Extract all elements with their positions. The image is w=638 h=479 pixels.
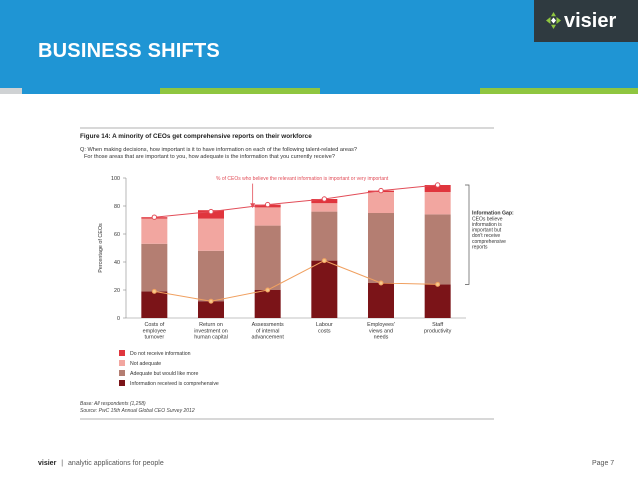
information-gap-title: Information Gap: <box>472 210 514 216</box>
important-line-point <box>378 187 384 194</box>
legend-swatch <box>119 350 125 356</box>
information-gap-text: don't receive <box>472 233 500 239</box>
important-line-point <box>264 201 271 208</box>
bar-segment-not-received <box>424 185 451 192</box>
bar-segment-comprehensive <box>254 290 281 318</box>
legend-label: Do not receive information <box>130 351 191 357</box>
x-category-label: productivity <box>424 328 452 334</box>
y-tick-label: 100 <box>111 176 120 182</box>
x-category-label: needs <box>374 335 389 341</box>
x-category-label: Costs of <box>144 322 164 328</box>
legend-swatch <box>119 380 125 386</box>
bar-segment-comprehensive <box>311 260 338 318</box>
header-stripes <box>0 88 638 94</box>
bar-segment-not-adequate <box>198 218 224 251</box>
important-line <box>154 184 438 218</box>
visier-logo-icon <box>546 12 561 29</box>
legend-label: Not adequate <box>130 361 161 367</box>
footer-tagline: analytic applications for people <box>68 460 164 467</box>
comprehensive-line-point <box>151 288 157 294</box>
comprehensive-line <box>154 260 438 302</box>
x-category-label: human capital <box>194 335 228 341</box>
stripe-green-1 <box>160 88 320 94</box>
bar-segment-adequate-more <box>141 243 168 292</box>
bar-segment-comprehensive <box>424 284 451 318</box>
figure-question-line1: Q: When making decisions, how important … <box>80 147 357 153</box>
slide-title: BUSINESS SHIFTS <box>38 40 220 62</box>
bar-segment-comprehensive <box>141 291 168 318</box>
important-line-point <box>321 196 328 202</box>
bar-segment-adequate-more <box>254 225 281 290</box>
information-gap-text: important but <box>472 228 502 234</box>
comprehensive-line-point <box>378 280 384 286</box>
stripe-gray <box>0 88 22 94</box>
footer: visier | analytic applications for peopl… <box>38 460 164 467</box>
bar-segment-comprehensive <box>198 301 224 318</box>
legend-swatch <box>119 370 125 376</box>
comprehensive-line-point <box>435 281 441 287</box>
slide-header: BUSINESS SHIFTS visier <box>0 0 638 88</box>
important-line-point <box>151 214 158 220</box>
bar-segment-not-adequate <box>311 203 338 212</box>
important-line-point <box>208 208 214 215</box>
bar-segment-not-received <box>198 210 224 219</box>
legend-label: Adequate but would like more <box>130 371 198 377</box>
stripe-blue-2 <box>320 88 480 94</box>
annotation-arrow-head <box>250 203 256 209</box>
bar-segment-not-adequate <box>424 192 451 215</box>
legend-swatch <box>119 360 125 366</box>
y-tick-label: 40 <box>114 260 120 266</box>
footer-separator: | <box>61 460 64 467</box>
bar-segment-not-adequate <box>254 207 281 226</box>
logo-text: visier <box>564 10 617 32</box>
bar-segment-adequate-more <box>311 211 338 261</box>
visier-logo: visier <box>534 0 638 42</box>
bar-segment-adequate-more <box>424 214 451 285</box>
y-tick-label: 80 <box>114 204 120 210</box>
plot-area: 0 20 40 60 80 100 Percentage of CEOs Costs ofem… <box>98 176 514 387</box>
y-tick-label: 20 <box>114 288 120 294</box>
information-gap-text: reports <box>472 244 488 250</box>
stripe-green-2 <box>480 88 638 94</box>
x-category-label: Employees' <box>367 322 395 328</box>
bar-segment-comprehensive <box>368 283 394 318</box>
y-axis-label: Percentage of CEOs <box>98 223 104 273</box>
x-category-label: views and <box>369 328 393 334</box>
comprehensive-line-point <box>208 298 214 304</box>
x-category-label: of internal <box>256 328 280 334</box>
bar-segment-not-adequate <box>368 192 394 213</box>
x-category-label: employee <box>143 328 166 334</box>
figure-title: Figure 14: A minority of CEOs get compre… <box>80 133 312 140</box>
x-category-label: Assessments <box>252 322 284 328</box>
information-gap-text: comprehensive <box>472 239 506 245</box>
information-gap-bracket <box>465 184 470 285</box>
x-category-label: costs <box>318 328 331 334</box>
bar-segment-adequate-more <box>198 250 224 302</box>
x-category-label: turnover <box>144 335 164 341</box>
x-category-label: investment on <box>194 328 228 334</box>
bar-segment-not-adequate <box>141 218 168 244</box>
legend-label: Information received is comprehensive <box>130 381 219 387</box>
footer-brand: visier <box>38 460 57 467</box>
information-gap-text: CEOs believe <box>472 216 503 222</box>
information-gap-text: information is <box>472 222 502 228</box>
stripe-blue-1 <box>22 88 160 94</box>
x-category-label: advancement <box>251 335 284 341</box>
comprehensive-line-point <box>265 287 271 293</box>
page-number: Page 7 <box>592 460 615 467</box>
important-line-point <box>434 182 441 188</box>
x-category-label: Labour <box>316 322 333 328</box>
important-line-annotation: % of CEOs who believe the relevant infor… <box>216 176 389 182</box>
y-tick-label: 60 <box>114 232 120 238</box>
figure-source: Source: PwC 15th Annual Global CEO Surve… <box>80 408 195 414</box>
figure-question-line2: For those areas that are important to yo… <box>84 154 335 160</box>
figure-base: Base: All respondents (1,258) <box>80 401 146 407</box>
y-tick-label: 0 <box>117 316 120 322</box>
x-category-label: Return on <box>199 322 223 328</box>
bar-segment-adequate-more <box>368 213 394 283</box>
comprehensive-line-point <box>321 258 327 264</box>
x-category-label: Staff <box>432 322 443 328</box>
